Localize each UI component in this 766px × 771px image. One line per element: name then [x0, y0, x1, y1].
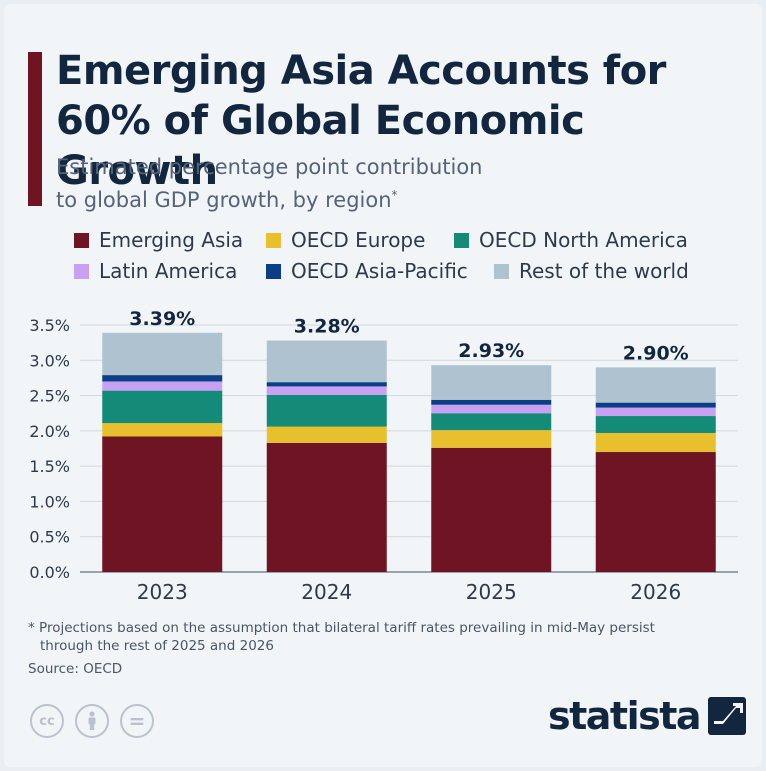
bar-segment-oecd-north-america [266, 394, 387, 427]
bar-segment-latin-america [102, 381, 223, 391]
bar-segment-emerging-asia [431, 447, 552, 572]
bar-segment-emerging-asia [266, 442, 387, 572]
chart-title: Emerging Asia Accounts for 60% of Global… [56, 46, 756, 196]
x-tick-label: 2024 [301, 580, 352, 604]
chart-subtitle: Estimated percentage point contribution … [56, 153, 656, 214]
legend-item-latin-america: Latin America [74, 259, 237, 283]
bar-segment-oecd-asia-pacific [266, 382, 387, 387]
y-tick-label: 1.0% [29, 492, 70, 511]
y-tick-label: 2.0% [29, 422, 70, 441]
y-tick-label: 3.5% [29, 316, 70, 335]
stacked-bar-chart: 0.0% 0.5% 1.0% 1.5% 2.0% 2.5% 3.0% 3.5% 3.39% 202… [29, 308, 738, 604]
chart-title-line1: Emerging Asia Accounts for [56, 48, 666, 94]
footnote-line1: * Projections based on the assumption th… [28, 620, 655, 636]
legend-label: OECD Europe [291, 228, 426, 252]
y-tick-label: 3.0% [29, 351, 70, 370]
bar-segment-oecd-north-america [431, 413, 552, 431]
bar-segment-oecd-europe [431, 430, 552, 448]
y-tick-label: 2.5% [29, 387, 70, 406]
legend-swatch [266, 232, 281, 248]
y-tick-label: 0.5% [29, 528, 70, 547]
footnote: * Projections based on the assumption th… [28, 619, 728, 655]
bar-total-label: 2.90% [623, 342, 689, 364]
bar-total-label: 2.93% [458, 340, 524, 362]
legend-label: Emerging Asia [99, 228, 244, 252]
legend-label: OECD North America [479, 228, 688, 252]
legend-swatch [266, 263, 281, 279]
no-derivatives-icon[interactable]: = [120, 704, 154, 738]
legend-swatch [74, 263, 89, 279]
legend-label: Latin America [99, 259, 238, 283]
legend-item-oecd-asia-pacific: OECD Asia-Pacific [266, 259, 468, 283]
attribution-person-icon[interactable] [75, 704, 109, 738]
bar-segment-rest-of-the-world [431, 365, 552, 400]
x-tick-label: 2025 [466, 580, 517, 604]
bar-segment-oecd-europe [102, 423, 223, 437]
footnote-line2: through the rest of 2025 and 2026 [40, 638, 274, 654]
bar-segment-oecd-north-america [595, 416, 716, 433]
bar-segment-oecd-asia-pacific [595, 402, 716, 408]
legend-swatch [74, 232, 89, 248]
subtitle-footnote-marker: * [391, 188, 398, 202]
creative-commons-icon[interactable]: cc [30, 704, 64, 738]
bar-segment-emerging-asia [595, 452, 716, 572]
source-note: Source: OECD [28, 661, 123, 677]
x-tick-label: 2023 [137, 580, 188, 604]
chart-subtitle-line2: to global GDP growth, by region [56, 188, 392, 212]
bar-segment-oecd-asia-pacific [102, 375, 223, 382]
statista-logo-icon [708, 697, 747, 735]
legend-swatch [454, 232, 469, 248]
license-icons: cc = [30, 704, 154, 738]
legend-item-oecd-europe: OECD Europe [266, 228, 425, 252]
statista-logo-text: statista [548, 694, 702, 738]
bar-total-label: 3.28% [294, 316, 360, 338]
statista-logo[interactable]: statista [548, 694, 747, 738]
legend-item-oecd-north-america: OECD North America [454, 228, 688, 252]
y-tick-label: 0.0% [29, 563, 70, 582]
title-accent-bar [28, 52, 42, 206]
legend-swatch [494, 263, 509, 279]
bar-segment-oecd-europe [595, 432, 716, 453]
x-tick-label: 2026 [630, 580, 681, 604]
chart-title-line2: 60% of Global Economic Growth [56, 98, 585, 194]
legend-label: OECD Asia-Pacific [291, 259, 468, 283]
bar-segment-rest-of-the-world [102, 332, 223, 376]
bar-segment-latin-america [266, 386, 387, 395]
legend-label: Rest of the world [519, 259, 689, 283]
bar-total-label: 3.39% [129, 308, 195, 330]
bar-segment-emerging-asia [102, 436, 223, 572]
legend-item-emerging-asia: Emerging Asia [74, 228, 243, 252]
bar-segment-oecd-europe [266, 426, 387, 443]
bar-segment-rest-of-the-world [266, 340, 387, 383]
y-tick-label: 1.5% [29, 457, 70, 476]
legend-item-rest-of-the-world: Rest of the world [494, 259, 689, 283]
bar-segment-latin-america [431, 404, 552, 414]
bar-segment-oecd-asia-pacific [431, 399, 552, 405]
bar-segment-oecd-north-america [102, 390, 223, 424]
bar-segment-rest-of-the-world [595, 367, 716, 403]
person-icon [88, 711, 96, 730]
bar-segment-latin-america [595, 407, 716, 417]
chart-subtitle-line1: Estimated percentage point contribution [56, 155, 483, 179]
